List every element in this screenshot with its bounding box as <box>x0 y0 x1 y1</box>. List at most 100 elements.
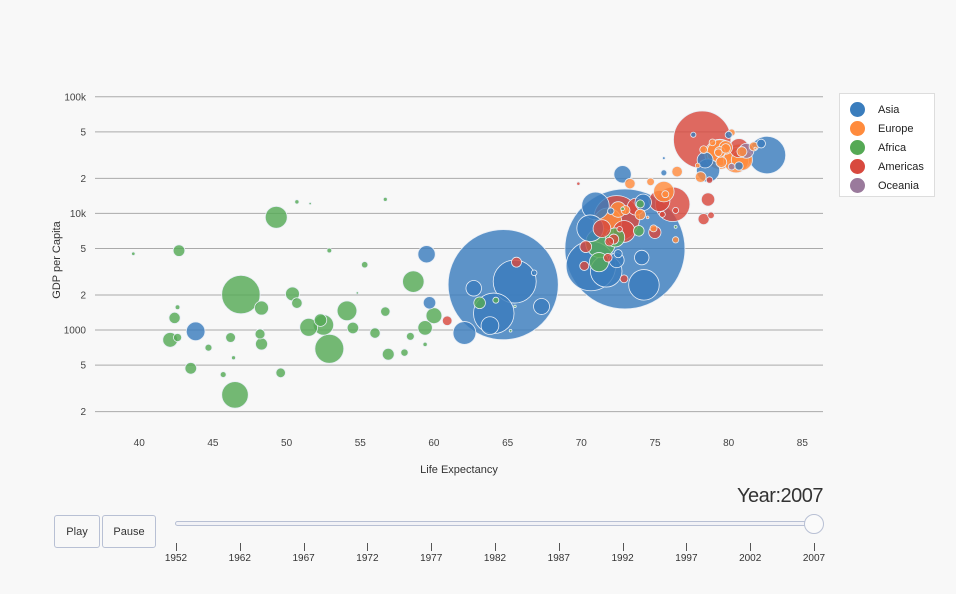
bubble-americas[interactable] <box>579 240 593 253</box>
slider-step-label[interactable]: 1952 <box>164 553 188 564</box>
bubble-europe[interactable] <box>634 208 646 221</box>
bubble-asia[interactable] <box>452 321 477 345</box>
bubble-europe[interactable] <box>672 236 680 244</box>
bubble-africa[interactable] <box>633 225 645 237</box>
slider-step-label[interactable]: 1982 <box>483 553 507 564</box>
slider-step-label[interactable]: 1972 <box>356 553 379 564</box>
bubble-europe[interactable] <box>708 138 717 147</box>
bubble-asia[interactable] <box>734 161 744 171</box>
bubble-asia[interactable] <box>628 269 660 301</box>
bubble-europe[interactable] <box>671 165 683 178</box>
legend-item-africa[interactable]: Africa <box>850 138 906 157</box>
bubble-asia[interactable] <box>756 138 766 149</box>
bubble-asia[interactable] <box>613 165 632 184</box>
bubble-africa[interactable] <box>299 317 319 337</box>
bubble-americas[interactable] <box>441 315 453 326</box>
bubble-asia[interactable] <box>417 245 436 264</box>
bubble-africa[interactable] <box>254 328 266 340</box>
bubble-americas[interactable] <box>576 181 581 186</box>
slider-step-label[interactable]: 2002 <box>739 553 762 564</box>
bubble-africa[interactable] <box>406 332 415 341</box>
slider-step-label[interactable]: 1987 <box>547 553 570 564</box>
slider-step-label[interactable]: 1962 <box>228 553 251 564</box>
bubble-africa[interactable] <box>255 337 268 351</box>
year-slider-handle[interactable] <box>804 514 824 534</box>
bubble-americas[interactable] <box>616 226 623 233</box>
bubble-europe[interactable] <box>699 145 708 154</box>
bubble-europe[interactable] <box>649 224 658 233</box>
bubble-americas[interactable] <box>619 274 629 284</box>
slider-step-label[interactable]: 1977 <box>420 553 443 564</box>
slider-step-label[interactable]: 1997 <box>675 553 698 564</box>
bubble-africa[interactable] <box>673 224 678 229</box>
bubble-asia[interactable] <box>533 298 550 315</box>
bubble-africa[interactable] <box>381 347 395 361</box>
bubble-africa[interactable] <box>513 304 517 308</box>
bubble-oceania[interactable] <box>727 162 736 171</box>
bubble-europe[interactable] <box>715 156 728 168</box>
bubble-africa[interactable] <box>369 327 381 339</box>
bubble-americas[interactable] <box>700 192 716 207</box>
bubble-europe[interactable] <box>646 177 655 187</box>
play-button[interactable]: Play <box>54 515 100 548</box>
bubble-asia[interactable] <box>690 131 697 138</box>
bubble-africa[interactable] <box>313 313 328 327</box>
legend-item-asia[interactable]: Asia <box>850 100 899 119</box>
bubble-africa[interactable] <box>168 311 181 324</box>
bubble-africa[interactable] <box>508 328 513 333</box>
year-slider-track[interactable] <box>175 521 815 526</box>
bubble-africa[interactable] <box>294 199 300 205</box>
bubble-europe[interactable] <box>645 215 650 220</box>
bubble-africa[interactable] <box>326 247 333 254</box>
bubble-africa[interactable] <box>275 367 286 378</box>
bubble-africa[interactable] <box>308 201 312 206</box>
bubble-africa[interactable] <box>422 341 428 347</box>
bubble-asia[interactable] <box>465 280 482 297</box>
bubble-europe[interactable] <box>624 178 636 190</box>
bubble-africa[interactable] <box>620 206 625 212</box>
bubble-asia[interactable] <box>185 321 206 342</box>
bubble-asia[interactable] <box>662 156 666 160</box>
bubble-europe[interactable] <box>695 162 701 169</box>
bubble-asia[interactable] <box>613 249 623 259</box>
bubble-africa[interactable] <box>336 300 358 322</box>
bubble-asia[interactable] <box>607 207 615 215</box>
bubble-africa[interactable] <box>231 355 236 361</box>
bubble-americas[interactable] <box>579 260 590 271</box>
bubble-americas[interactable] <box>697 213 710 226</box>
bubble-asia[interactable] <box>724 130 733 139</box>
slider-step-label[interactable]: 1992 <box>611 553 634 564</box>
legend-item-americas[interactable]: Americas <box>850 157 924 176</box>
bubble-africa[interactable] <box>174 304 181 310</box>
bubble-africa[interactable] <box>380 306 391 317</box>
legend-item-europe[interactable]: Europe <box>850 119 913 138</box>
bubble-africa[interactable] <box>254 300 269 316</box>
bubble-europe[interactable] <box>720 143 731 154</box>
bubble-europe[interactable] <box>694 171 707 183</box>
bubble-americas[interactable] <box>705 176 714 184</box>
bubble-africa[interactable] <box>314 333 345 364</box>
bubble-americas[interactable] <box>672 206 680 214</box>
bubble-africa[interactable] <box>473 296 486 310</box>
bubble-africa[interactable] <box>131 251 136 256</box>
bubble-asia[interactable] <box>422 296 437 310</box>
bubble-africa[interactable] <box>225 332 236 343</box>
slider-step-label[interactable]: 2007 <box>802 553 826 564</box>
bubble-americas[interactable] <box>659 211 666 218</box>
bubble-europe[interactable] <box>736 146 748 158</box>
bubble-africa[interactable] <box>635 199 645 209</box>
bubble-asia[interactable] <box>480 316 500 335</box>
bubble-africa[interactable] <box>346 321 360 335</box>
legend-item-oceania[interactable]: Oceania <box>850 176 919 195</box>
bubble-africa[interactable] <box>173 333 183 342</box>
bubble-europe[interactable] <box>661 190 670 199</box>
bubble-asia[interactable] <box>660 169 668 177</box>
bubble-africa[interactable] <box>221 274 261 315</box>
bubble-africa[interactable] <box>382 196 388 202</box>
bubble-africa[interactable] <box>172 244 186 257</box>
bubble-americas[interactable] <box>604 236 615 247</box>
bubble-africa[interactable] <box>402 270 425 293</box>
bubble-asia[interactable] <box>634 249 650 266</box>
bubble-africa[interactable] <box>492 296 500 304</box>
bubble-africa[interactable] <box>184 362 197 375</box>
